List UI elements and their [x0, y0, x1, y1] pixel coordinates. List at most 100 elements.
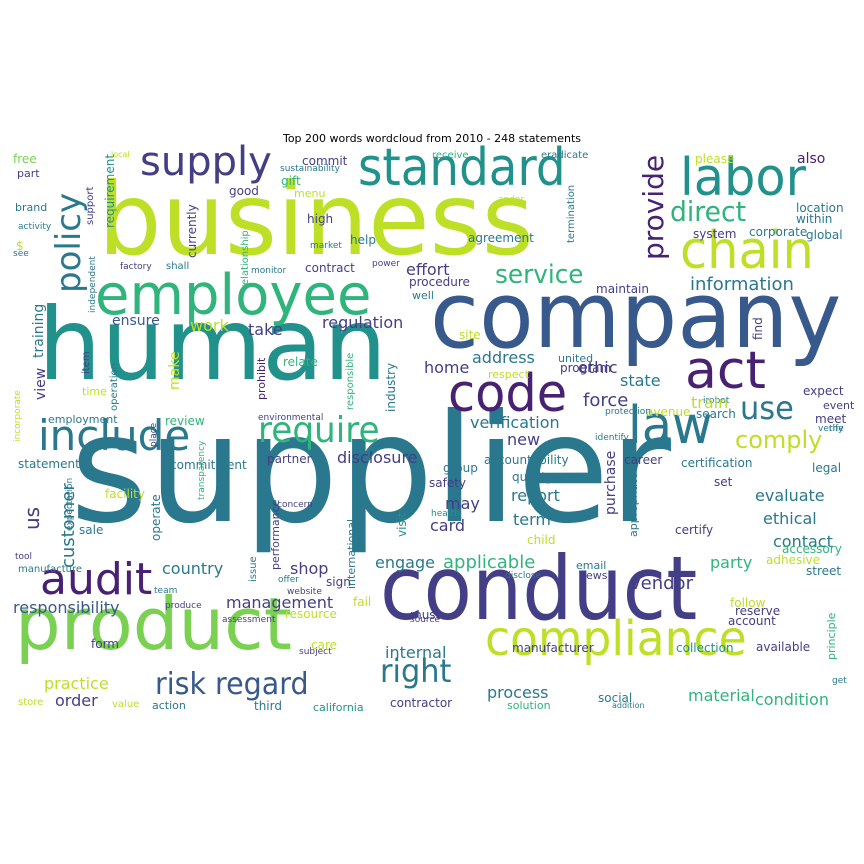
- word-monitor: monitor: [251, 266, 287, 276]
- word-process: process: [487, 683, 549, 702]
- word-verification: verification: [470, 413, 560, 432]
- word-term: term: [513, 510, 551, 529]
- word-quality: quality: [512, 470, 554, 484]
- word-facility: facility: [105, 487, 145, 501]
- word-location: location: [796, 201, 844, 215]
- word-chain: chain: [680, 221, 814, 281]
- word-labor: labor: [680, 148, 806, 208]
- word-commit: commit: [302, 154, 348, 168]
- word-eradicate: eradicate: [541, 150, 589, 161]
- word-sign: sign: [326, 575, 351, 589]
- word-addition: addition: [612, 701, 645, 710]
- word-shall: shall: [166, 261, 190, 272]
- word-audit: audit: [40, 554, 153, 605]
- word-source: source: [410, 615, 440, 625]
- word-sustainability: sustainability: [280, 164, 340, 174]
- word-corporate: corporate: [749, 225, 808, 239]
- word-service: service: [495, 260, 584, 290]
- word-operation: operation: [109, 362, 120, 411]
- wordcloud-title: Top 200 words wordcloud from 2010 - 248 …: [282, 132, 582, 145]
- word-policy: policy: [49, 192, 89, 293]
- word-provide: provide: [637, 154, 670, 260]
- word-environmental: environmental: [258, 413, 324, 423]
- word-follow: follow: [730, 596, 766, 610]
- word-menu: menu: [294, 187, 326, 200]
- word-receive: receive: [432, 150, 469, 161]
- word-please: please: [695, 152, 735, 166]
- word-agreement: agreement: [468, 231, 534, 245]
- word-material: material: [688, 686, 755, 705]
- word-offer: offer: [278, 575, 299, 585]
- word-transparency: transparency: [197, 440, 207, 500]
- word-disclosure: disclosure: [337, 448, 418, 467]
- word-internal: internal: [385, 643, 447, 662]
- word-high: high: [307, 212, 334, 226]
- word-help: help: [350, 233, 376, 247]
- word-independent: independent: [88, 256, 98, 313]
- word-training: training: [31, 303, 47, 358]
- word-take: take: [248, 320, 283, 339]
- word-right: right: [380, 652, 452, 690]
- word-concern: concern: [277, 500, 313, 510]
- word-vendor: vendor: [630, 573, 693, 594]
- word-the: the: [829, 424, 844, 434]
- word-performance: performance: [269, 499, 282, 570]
- word-expect: expect: [803, 384, 844, 398]
- word-safety: safety: [429, 476, 467, 490]
- word-support: support: [85, 186, 96, 225]
- word-sale: sale: [79, 523, 104, 537]
- word-relationship: relationship: [240, 230, 251, 289]
- word-business: business: [98, 161, 534, 278]
- word-social: social: [598, 691, 633, 705]
- word-within: within: [796, 212, 833, 226]
- word-new: new: [507, 430, 541, 449]
- word-product: product: [15, 582, 292, 666]
- word-respect: respect: [488, 368, 529, 381]
- word-partner: partner: [267, 452, 312, 466]
- word-event: event: [823, 399, 855, 412]
- word-must: must: [410, 608, 441, 622]
- word-manufacturer: manufacturer: [512, 641, 594, 655]
- word-set: set: [714, 475, 733, 489]
- word-assessment: assessment: [222, 615, 276, 625]
- word-regulation: regulation: [322, 313, 404, 332]
- word-maintain: maintain: [596, 282, 649, 296]
- word-conduct: conduct: [380, 537, 698, 640]
- word-party: party: [710, 553, 753, 572]
- word-manufacture: manufacture: [18, 564, 82, 575]
- word-prohibit: prohibit: [255, 357, 268, 400]
- word-issue: issue: [248, 556, 259, 582]
- word-supply: supply: [140, 139, 272, 185]
- word-responsible: responsible: [345, 352, 356, 410]
- word-principle: principle: [825, 612, 838, 660]
- word-third: third: [254, 699, 282, 713]
- word-certify: certify: [675, 523, 714, 537]
- word-include: include: [38, 411, 191, 460]
- word-health: health: [431, 509, 460, 519]
- word-brand: brand: [15, 201, 48, 214]
- word-termination: termination: [566, 184, 577, 243]
- word-protection: protection: [605, 407, 651, 417]
- word-fail: fail: [353, 595, 372, 609]
- word-supplier: supplier: [70, 383, 671, 557]
- word-order: order: [55, 691, 98, 710]
- word-group: group: [443, 461, 478, 475]
- word-well: well: [412, 289, 434, 302]
- word-shop: shop: [290, 559, 329, 578]
- word-verify: verify: [818, 424, 844, 434]
- word-incorporate: incorporate: [13, 390, 23, 442]
- word-act: act: [685, 341, 766, 401]
- word-adhesive: adhesive: [766, 553, 821, 567]
- word-ethical: ethical: [763, 509, 817, 528]
- word-legal: legal: [812, 461, 842, 475]
- word-practice: practice: [44, 674, 109, 693]
- word-child: child: [527, 533, 556, 547]
- word-code: code: [448, 364, 568, 424]
- word-information: information: [690, 274, 794, 295]
- word-make: make: [167, 351, 183, 390]
- word-email: email: [576, 559, 607, 572]
- word-street: street: [806, 564, 842, 578]
- word-california: california: [313, 701, 364, 714]
- word-risk-regard: risk regard: [155, 667, 309, 702]
